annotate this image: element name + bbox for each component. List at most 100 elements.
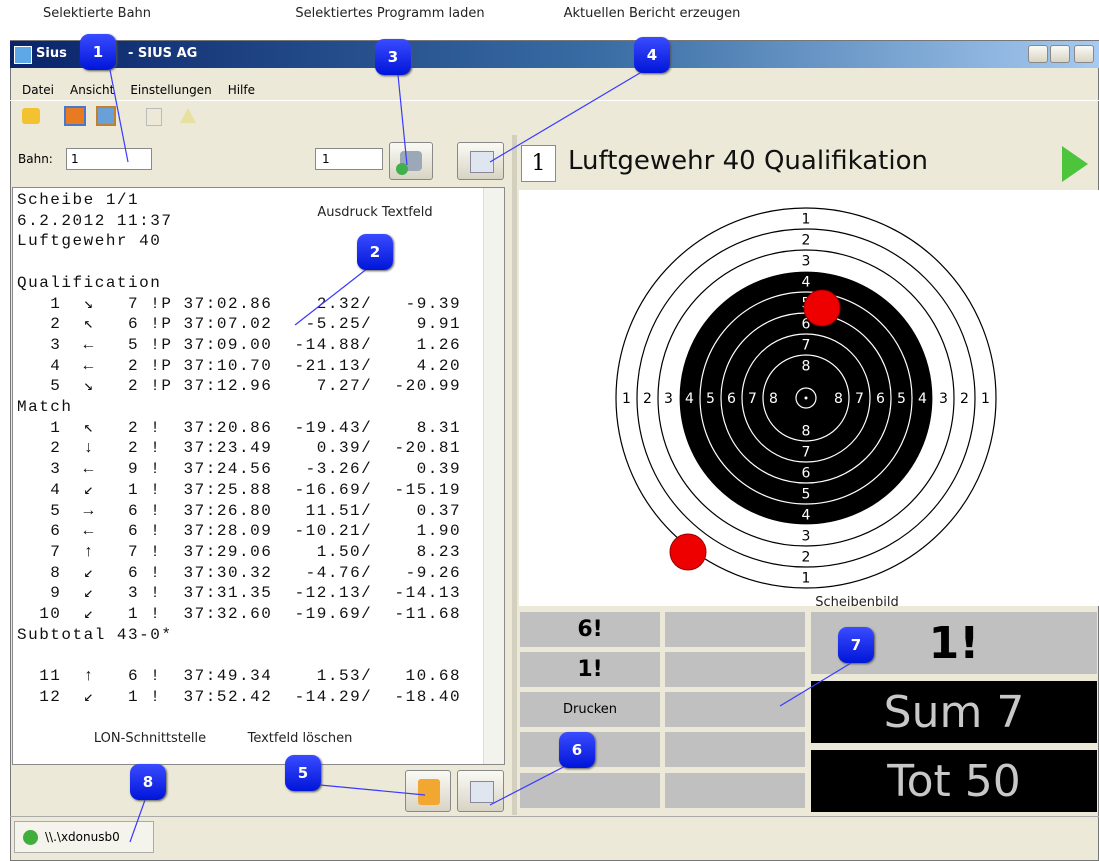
callout-label: Ausdruck Textfeld	[317, 205, 432, 220]
ring-label: 4	[802, 508, 811, 524]
ring-label: 2	[802, 550, 811, 566]
score-button[interactable]: 1!	[520, 652, 660, 687]
splitter[interactable]	[512, 135, 517, 815]
text-line: 12 ↙ 1 ! 37:52.42 -14.29/ -18.40	[17, 687, 461, 708]
empty-cell	[665, 692, 805, 727]
text-line: 6 ← 6 ! 37:28.09 -10.21/ 1.90	[17, 521, 461, 542]
scrollbar[interactable]	[483, 188, 504, 764]
start-button[interactable]	[1062, 146, 1088, 182]
ring-label: 6	[802, 466, 811, 482]
ring-label: 4	[685, 391, 694, 407]
ring-label: 5	[802, 487, 811, 503]
ring-label: 7	[802, 338, 811, 354]
title-bar: Sius - SIUS AG	[10, 41, 1099, 68]
ring-label: 5	[897, 391, 906, 407]
callout-badge: 2	[357, 234, 393, 270]
callout-label: LON-Schnittstelle	[94, 731, 206, 746]
ring-label: 1	[802, 571, 811, 587]
ring-label: 1	[802, 212, 811, 228]
page: Selektierte Bahn Selektiertes Programm l…	[0, 0, 1099, 861]
target: 11112222333344445555666677778888	[616, 208, 996, 588]
callout-badge: 6	[559, 732, 595, 768]
report-button[interactable]	[457, 142, 504, 180]
lane-view-icon[interactable]	[64, 106, 86, 126]
blank-line	[17, 645, 461, 666]
ring-label: 4	[918, 391, 927, 407]
ring-label: 8	[802, 424, 811, 440]
ring-label: 7	[748, 391, 757, 407]
score-button[interactable]: Drucken	[520, 692, 660, 727]
text-line: 3 ← 5 !P 37:09.00 -14.88/ 1.26	[17, 335, 461, 356]
empty-cell	[520, 773, 660, 808]
program-select[interactable]: 1	[315, 148, 383, 170]
text-line: 1 ↖ 2 ! 37:20.86 -19.43/ 8.31	[17, 418, 461, 439]
text-line: 5 → 6 ! 37:26.80 11.51/ 0.37	[17, 501, 461, 522]
target-view-icon[interactable]	[96, 106, 116, 126]
empty-cell	[665, 652, 805, 687]
ring-label: 7	[802, 445, 811, 461]
menu-item[interactable]: Einstellungen	[130, 83, 211, 97]
separator	[10, 816, 1099, 817]
lane-select[interactable]: 1	[66, 148, 152, 170]
print-text-button[interactable]	[457, 770, 504, 812]
ok-icon	[23, 830, 38, 845]
text-line: 10 ↙ 1 ! 37:32.60 -19.69/ -11.68	[17, 604, 461, 625]
score-display: Sum 7	[811, 681, 1097, 743]
ring-label: 2	[643, 391, 652, 407]
text-line: 2 ↖ 6 !P 37:07.02 -5.25/ 9.91	[17, 314, 461, 335]
maximize-button[interactable]	[1050, 45, 1070, 63]
text-line: 7 ↑ 7 ! 37:29.06 1.50/ 8.23	[17, 542, 461, 563]
program-selector-value: 1	[322, 152, 330, 166]
text-line: 8 ↙ 6 ! 37:30.32 -4.76/ -9.26	[17, 563, 461, 584]
callout-badge: 4	[634, 37, 670, 73]
load-program-button[interactable]	[389, 142, 433, 180]
score-button[interactable]: 6!	[520, 612, 660, 647]
close-button[interactable]	[1074, 45, 1094, 63]
connection-name: \\.\xdonusb0	[45, 830, 120, 844]
text-line: 3 ← 9 ! 37:24.56 -3.26/ 0.39	[17, 459, 461, 480]
target-view: 11112222333344445555666677778888	[519, 190, 1099, 606]
menu-item[interactable]: Hilfe	[228, 83, 255, 97]
text-line: 5 ↘ 2 !P 37:12.96 7.27/ -20.99	[17, 376, 461, 397]
shot	[804, 290, 840, 326]
ring-label: 8	[769, 391, 778, 407]
ring-label: 8	[802, 359, 811, 375]
ring-label: 3	[802, 529, 811, 545]
lane-value: 1	[71, 152, 79, 166]
text-line: 1 ↘ 7 !P 37:02.86 2.32/ -9.39	[17, 294, 461, 315]
separator	[10, 100, 1099, 101]
text-line: 4 ↙ 1 ! 37:25.88 -16.69/ -15.19	[17, 480, 461, 501]
ring-label: 3	[664, 391, 673, 407]
minimize-button[interactable]	[1028, 45, 1048, 63]
menu-item[interactable]: Ansicht	[70, 83, 114, 97]
callout-badge: 8	[130, 764, 166, 800]
menu-item[interactable]: Datei	[22, 83, 54, 97]
callout-badge: 1	[80, 34, 116, 70]
title-end: - SIUS AG	[128, 46, 197, 61]
ring-label: 2	[802, 233, 811, 249]
ring-label: 8	[834, 391, 843, 407]
callout-label: Aktuellen Bericht erzeugen	[564, 6, 741, 21]
text-line: 9 ↙ 3 ! 37:31.35 -12.13/ -14.13	[17, 583, 461, 604]
ring-label: 4	[802, 275, 811, 291]
ring-label: 1	[981, 391, 990, 407]
text-line: Subtotal 43-0*	[17, 625, 461, 646]
blank-line	[17, 252, 461, 273]
callout-label: Selektierte Bahn	[43, 6, 151, 21]
clear-text-button[interactable]	[405, 770, 451, 812]
program-name: Luftgewehr 40 Qualifikation	[568, 146, 928, 176]
open-icon[interactable]	[22, 108, 40, 124]
callout-label: Scheibenbild	[815, 595, 898, 610]
callout-label: Textfeld löschen	[248, 731, 353, 746]
empty-cell	[665, 732, 805, 767]
ring-label: 5	[706, 391, 715, 407]
callout-badge: 3	[375, 39, 411, 75]
program-number: 1	[521, 145, 556, 182]
text-line: 2 ↓ 2 ! 37:23.49 0.39/ -20.81	[17, 438, 461, 459]
empty-cell	[665, 773, 805, 808]
empty-cell	[665, 612, 805, 647]
text-line: Match	[17, 397, 461, 418]
score-display: Tot 50	[811, 750, 1097, 812]
